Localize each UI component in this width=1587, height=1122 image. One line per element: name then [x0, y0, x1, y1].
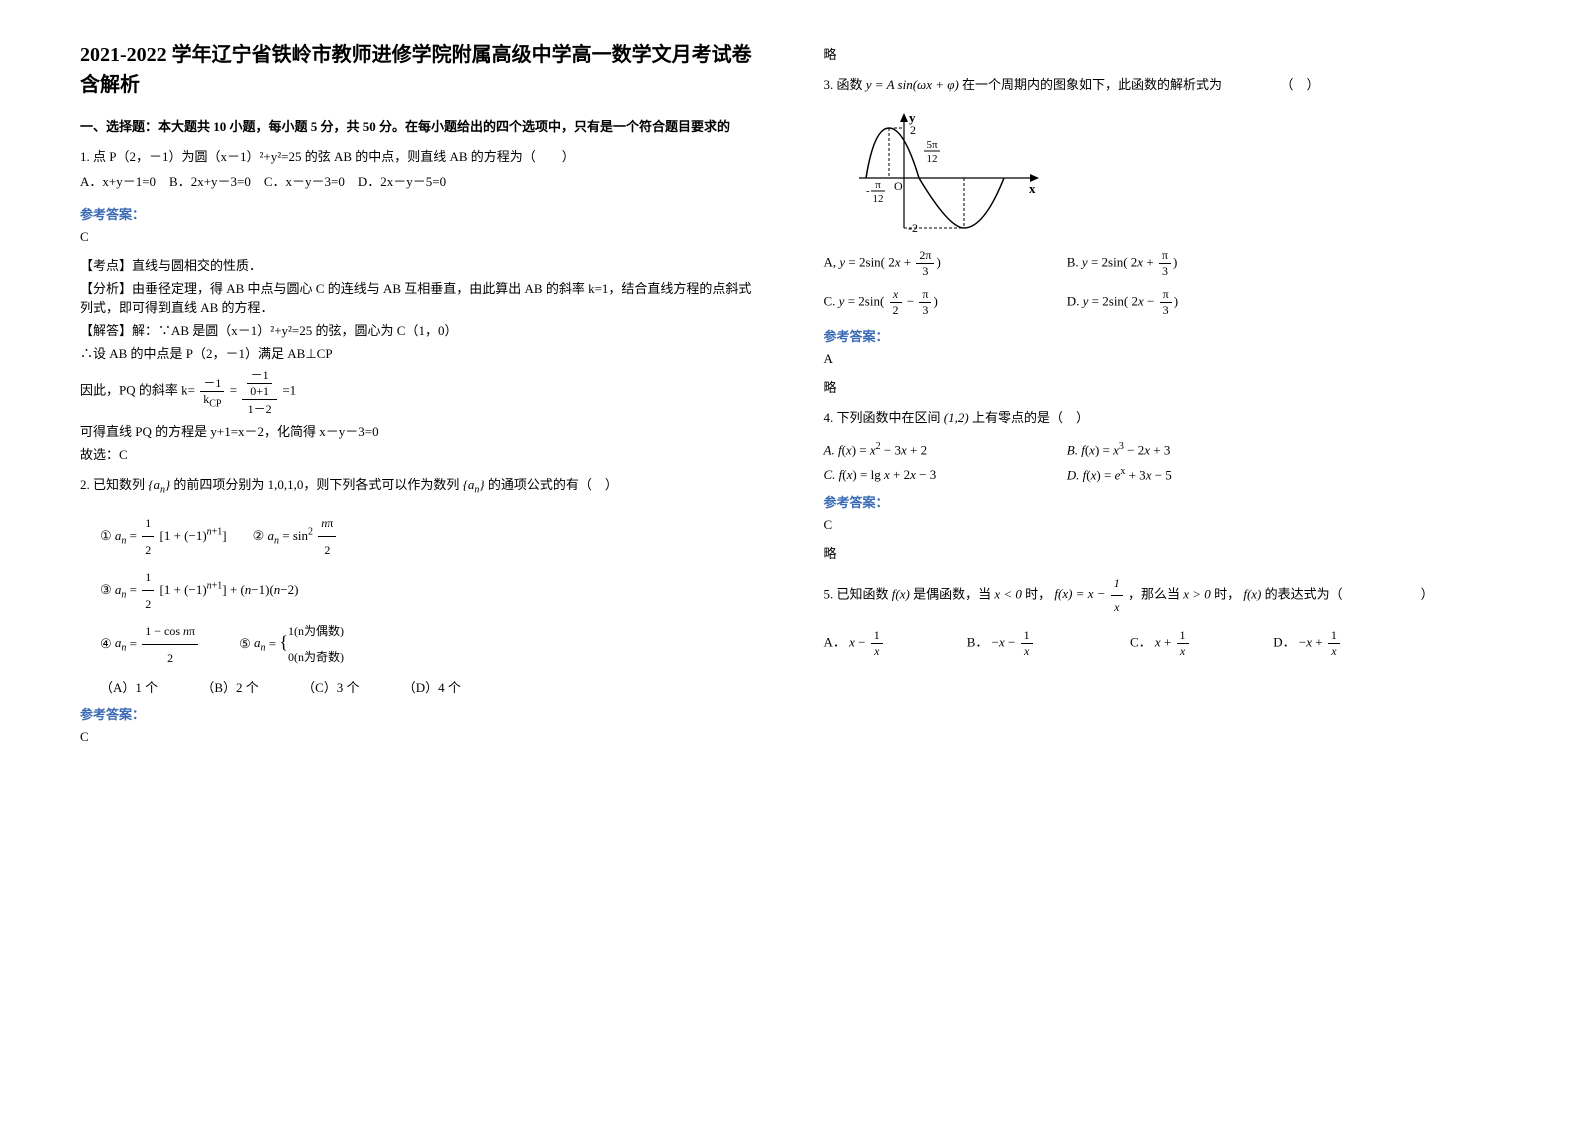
q1-expl-5: 因此，PQ 的斜率 k= －1kCP = －10+1 1－2 =1	[80, 366, 764, 417]
q2-letter-options: （A）1 个 （B）2 个 （C）3 个 （D）4 个	[100, 677, 764, 696]
q3-brief: 略	[824, 377, 1508, 396]
q2-opt-a: （A）1 个	[100, 677, 158, 696]
q3-opt-b: B. y = 2sin( 2x + π3)	[1067, 248, 1307, 279]
q5-opt-b: B． −x − 1x	[967, 628, 1127, 659]
q5-fx-1: f(x)	[892, 586, 910, 601]
q1-expl-1: 【考点】直线与圆相交的性质．	[80, 255, 764, 274]
q3-answer-label: 参考答案：	[824, 326, 1508, 345]
svg-text:12: 12	[872, 193, 883, 205]
right-column: 略 3. 函数 y = A sin(ωx + φ) 在一个周期内的图象如下，此函…	[824, 40, 1508, 755]
q2-opt-3: ③ an = 12 [1 + (−1)n+1] + (n−1)(n−2)	[100, 564, 764, 618]
q5-cond-1: x < 0	[994, 586, 1022, 601]
frac-inner: －10+1 1－2	[242, 366, 277, 417]
q2-answer: C	[80, 729, 764, 745]
q5-opt-d: D． −x + 1x	[1273, 628, 1413, 659]
q5-expr: f(x) = x − 1x	[1054, 586, 1128, 601]
sine-graph-icon: y x O 2 -2 5π 12 π 12 -	[854, 108, 1044, 238]
svg-text:-: -	[866, 185, 870, 197]
q3-opts-row-2: C. y = 2sin( x2 − π3) D. y = 2sin( 2x − …	[824, 287, 1508, 318]
q5-text-f: 的表达式为（ ）	[1265, 586, 1434, 601]
q3-opt-c: C. y = 2sin( x2 − π3)	[824, 287, 1064, 318]
q2-answer-label: 参考答案：	[80, 704, 764, 723]
svg-text:2: 2	[910, 123, 916, 137]
q3-opt-d: D. y = 2sin( 2x − π3)	[1067, 287, 1307, 318]
q2-seq-1: {an}	[148, 477, 170, 492]
q5-cond-2: x > 0	[1183, 586, 1211, 601]
page-title: 2021-2022 学年辽宁省铁岭市教师进修学院附属高级中学高一数学文月考试卷含…	[80, 40, 764, 100]
question-1: 1. 点 P（2，－1）为圆（x－1）²+y²=25 的弦 AB 的中点，则直线…	[80, 145, 764, 194]
frac-outer: －1kCP	[200, 374, 224, 409]
question-4: 4. 下列函数中在区间 (1,2) 上有零点的是（ ）	[824, 406, 1508, 431]
q5-text-b: 是偶函数，当	[913, 586, 991, 601]
svg-text:O: O	[894, 179, 903, 193]
q4-opt-c: C. f(x) = lg x + 2x − 3	[824, 467, 1064, 483]
q1-answer-label: 参考答案：	[80, 204, 764, 223]
q4-brief: 略	[824, 543, 1508, 562]
q5-text-e: 时，	[1214, 586, 1240, 601]
question-5: 5. 已知函数 f(x) 是偶函数，当 x < 0 时， f(x) = x − …	[824, 572, 1508, 619]
page-container: 2021-2022 学年辽宁省铁岭市教师进修学院附属高级中学高一数学文月考试卷含…	[80, 40, 1507, 755]
q3-graph: y x O 2 -2 5π 12 π 12 -	[854, 108, 1508, 238]
q5-opts: A． x − 1x B． −x − 1x C． x + 1x D． −x + 1…	[824, 628, 1508, 659]
question-3: 3. 函数 y = A sin(ωx + φ) 在一个周期内的图象如下，此函数的…	[824, 73, 1508, 98]
q1-expl-4: ∴设 AB 的中点是 P（2，－1）满足 AB⊥CP	[80, 343, 764, 362]
q2-brief: 略	[824, 44, 1508, 63]
q4-answer-label: 参考答案：	[824, 492, 1508, 511]
q4-opt-a: A. f(x) = x2 − 3x + 2	[824, 441, 1064, 458]
q5-text-c: 时，	[1025, 586, 1051, 601]
q2-text-c: 的通项公式的有（ ）	[488, 477, 618, 492]
q1-answer: C	[80, 229, 764, 245]
svg-text:x: x	[1029, 181, 1036, 196]
q1-expl-2: 【分析】由垂径定理，得 AB 中点与圆心 C 的连线与 AB 互相垂直，由此算出…	[80, 278, 764, 316]
svg-text:12: 12	[926, 153, 937, 165]
q2-formulas: ① an = 12 [1 + (−1)n+1] ② an = sin2 nπ2 …	[100, 510, 764, 671]
q2-text-a: 2. 已知数列	[80, 477, 145, 492]
q1-expl-5b: =1	[282, 383, 296, 398]
q1-expl-5a: 因此，PQ 的斜率 k=	[80, 383, 195, 398]
q3-text-b: 在一个周期内的图象如下，此函数的解析式为 （ ）	[962, 77, 1320, 92]
q4-opts-row-1: A. f(x) = x2 − 3x + 2 B. f(x) = x3 − 2x …	[824, 440, 1508, 458]
q4-opt-b: B. f(x) = x3 − 2x + 3	[1067, 441, 1307, 458]
q2-seq-2: {an}	[463, 477, 485, 492]
q1-options: A．x+y－1=0 B．2x+y－3=0 C．x－y－3=0 D．2x－y－5=…	[80, 170, 764, 195]
q2-opt-4-5: ④ an = 1 − cos nπ2 ⑤ an = { 1(n为偶数) 0(n为…	[100, 618, 764, 672]
q3-answer: A	[824, 351, 1508, 367]
q1-expl-3: 【解答】解：∵AB 是圆（x－1）²+y²=25 的弦，圆心为 C（1，0）	[80, 320, 764, 339]
q1-expl-7: 故选：C	[80, 444, 764, 463]
q4-opts-row-2: C. f(x) = lg x + 2x − 3 D. f(x) = ex + 3…	[824, 466, 1508, 484]
svg-text:5π: 5π	[926, 139, 938, 151]
q5-text-a: 5. 已知函数	[824, 586, 889, 601]
q3-text-a: 3. 函数	[824, 77, 863, 92]
q5-text-d: ，那么当	[1128, 586, 1180, 601]
svg-text:-2: -2	[908, 221, 918, 235]
q2-opt-1-2: ① an = 12 [1 + (−1)n+1] ② an = sin2 nπ2	[100, 510, 764, 564]
q2-opt-c: （C）3 个	[302, 677, 359, 696]
q5-opt-a: A． x − 1x	[824, 628, 964, 659]
q2-opt-b: （B）2 个	[201, 677, 258, 696]
q5-opt-c: C． x + 1x	[1130, 628, 1270, 659]
q4-answer: C	[824, 517, 1508, 533]
section-1-heading: 一、选择题：本大题共 10 小题，每小题 5 分，共 50 分。在每小题给出的四…	[80, 116, 764, 135]
q4-opt-d: D. f(x) = ex + 3x − 5	[1067, 466, 1307, 483]
q1-expl-6: 可得直线 PQ 的方程是 y+1=x－2，化简得 x－y－3=0	[80, 421, 764, 440]
q4-text-a: 4. 下列函数中在区间	[824, 410, 941, 425]
q4-text-b: 上有零点的是（ ）	[972, 410, 1089, 425]
q2-opt-d: （D）4 个	[403, 677, 461, 696]
question-2: 2. 已知数列 {an} 的前四项分别为 1,0,1,0，则下列各式可以作为数列…	[80, 473, 764, 500]
q3-opts-row-1: A, y = 2sin( 2x + 2π3) B. y = 2sin( 2x +…	[824, 248, 1508, 279]
left-column: 2021-2022 学年辽宁省铁岭市教师进修学院附属高级中学高一数学文月考试卷含…	[80, 40, 764, 755]
q4-interval: (1,2)	[944, 410, 969, 425]
q3-opt-a: A, y = 2sin( 2x + 2π3)	[824, 248, 1064, 279]
q3-func: y = A sin(ωx + φ)	[866, 77, 959, 92]
svg-text:π: π	[875, 179, 881, 191]
q5-fx-2: f(x)	[1243, 586, 1261, 601]
q1-text: 1. 点 P（2，－1）为圆（x－1）²+y²=25 的弦 AB 的中点，则直线…	[80, 145, 764, 170]
q2-text-b: 的前四项分别为 1,0,1,0，则下列各式可以作为数列	[173, 477, 459, 492]
